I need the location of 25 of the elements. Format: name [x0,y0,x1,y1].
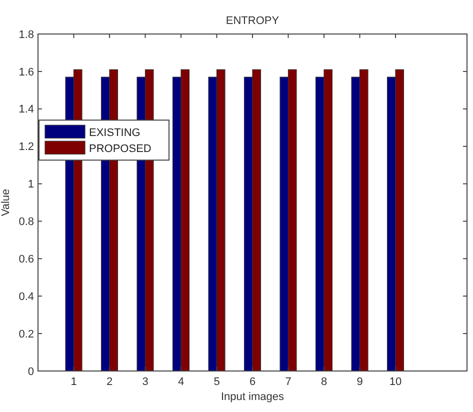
y-tick-label: 0.8 [18,216,34,228]
x-tick-label: 5 [214,376,220,388]
y-tick-label: 0.2 [18,328,34,340]
y-tick-label: 0.4 [18,290,34,303]
x-tick-label: 9 [356,376,363,388]
y-tick-label: 1.4 [18,104,34,116]
legend-label: PROPOSED [89,143,152,156]
y-axis-title: Value [0,188,12,216]
y-tick-label: 1 [28,178,34,191]
y-tick-label: 1.6 [18,66,34,78]
y-tick-label: 1.8 [18,28,34,41]
x-tick-label: 3 [142,376,148,388]
x-tick-label: 7 [285,376,292,388]
y-tick-label: 1.2 [18,141,34,154]
x-tick-label: 1 [70,376,77,388]
x-axis-title: Input images [221,391,284,403]
x-tick-label: 6 [249,376,256,388]
x-tick-label: 10 [389,376,402,388]
x-tick-label: 2 [106,376,113,388]
y-tick-label: 0 [28,366,34,378]
legend-label: EXISTING [89,127,140,140]
x-tick-label: 8 [320,376,328,388]
chart-title: ENTROPY [226,15,280,27]
x-tick-label: 4 [178,376,184,388]
y-tick-label: 0.6 [18,254,34,266]
